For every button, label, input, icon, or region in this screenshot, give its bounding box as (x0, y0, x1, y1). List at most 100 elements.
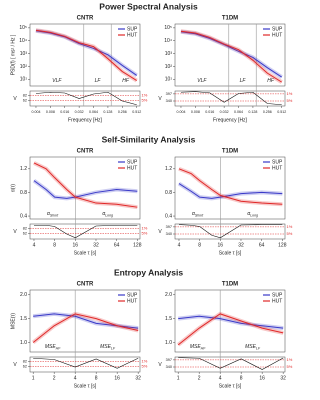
plot-frame (174, 156, 286, 220)
region-label-sub: Short (195, 213, 204, 217)
y-axis-label: α(τ) (10, 184, 16, 193)
strip-frame (29, 90, 141, 107)
strip-y-label: V (158, 96, 162, 102)
region-label: αShort (47, 211, 59, 217)
y-tick-label: 10³ (20, 51, 28, 57)
x-axis-label: Scale τ [s] (74, 383, 97, 389)
series-line (33, 180, 138, 199)
panel-title: CNTR (77, 16, 94, 22)
legend-label: HUT (127, 32, 137, 38)
x-tick-label: 4 (219, 375, 222, 381)
plot-frame (29, 23, 141, 87)
x-tick-label: 0.256 (263, 110, 272, 114)
threshold-label: 5% (142, 98, 148, 103)
x-tick-label: 128 (133, 242, 142, 248)
x-tick-label: 32 (238, 242, 244, 248)
strip-y-tick-label: 62 (23, 365, 27, 369)
plot-frame (29, 289, 141, 353)
x-tick-label: 0.004 (176, 110, 185, 114)
region-label: HF (267, 78, 275, 84)
threshold-label: 5% (287, 98, 293, 103)
y-tick-label: 1.2 (20, 166, 27, 172)
x-tick-label: 0.016 (60, 110, 69, 114)
strip-y-label: V (158, 362, 162, 368)
y-tick-label: 10⁵ (164, 25, 172, 31)
region-label-main: LF (95, 78, 102, 84)
y-tick-label: 10³ (165, 51, 173, 57)
strip-y-label: V (13, 229, 17, 235)
region-label-main: α (47, 211, 50, 217)
y-tick-label: 10² (165, 64, 173, 70)
threshold-label: 1% (287, 224, 293, 229)
region-label-main: MSE (190, 344, 202, 350)
y-tick-label: 0.8 (20, 190, 27, 196)
x-axis-label: Scale τ [s] (219, 250, 242, 256)
x-axis-label: Scale τ [s] (74, 250, 97, 256)
x-tick-label: 0.016 (205, 110, 214, 114)
legend-label: SUP (272, 292, 283, 298)
panel-title: T1DM (222, 16, 238, 22)
region-label-main: MSE (245, 344, 257, 350)
strip-y-tick-label: 397 (166, 225, 172, 229)
y-tick-label: 2.0 (20, 292, 27, 298)
figure: Power Spectral Analysis CNTR 10¹ 10² 10³ 10⁴ 1… (10, 1, 293, 389)
x-axis-label: Frequency [Hz] (68, 117, 103, 123)
x-tick-label: 32 (135, 375, 141, 381)
x-tick-label: 0.032 (220, 110, 229, 114)
x-tick-label: 32 (280, 375, 286, 381)
x-tick-label: 0.008 (46, 110, 55, 114)
x-tick-label: 64 (114, 242, 120, 248)
strip-y-tick-label: 62 (23, 99, 27, 103)
strip-y-tick-label: 82 (23, 227, 27, 231)
strip-y-label: V (13, 96, 17, 102)
legend-label: SUP (272, 26, 283, 32)
plot-frame (174, 23, 286, 87)
x-tick-label: 4 (178, 242, 181, 248)
x-tick-label: 1 (32, 375, 35, 381)
series-line (33, 162, 138, 208)
y-tick-label: 10¹ (165, 77, 173, 83)
y-tick-label: 1.0 (20, 340, 27, 346)
region-label-sub: HF (56, 346, 62, 350)
series-line (178, 183, 283, 199)
y-tick-label: 1.5 (20, 316, 27, 322)
region-label-main: LF (240, 78, 247, 84)
x-tick-label: 0.064 (234, 110, 243, 114)
series-line (32, 313, 139, 343)
threshold-label: 1% (287, 91, 293, 96)
strip-line (33, 357, 139, 369)
section-title: Entropy Analysis (114, 267, 183, 277)
threshold-label: 5% (287, 364, 293, 369)
strip-y-tick-label: 397 (166, 358, 172, 362)
strip-y-tick-label: 82 (23, 360, 27, 364)
panel-title: CNTR (77, 149, 94, 155)
x-tick-label: 8 (240, 375, 243, 381)
x-tick-label: 8 (53, 242, 56, 248)
region-label: LF (95, 78, 102, 84)
x-axis-label: Scale τ [s] (219, 383, 242, 389)
region-label: MSELF (245, 344, 261, 350)
series-line (180, 30, 282, 83)
region-label-main: VLF (52, 78, 62, 84)
y-tick-label: 10⁴ (19, 38, 27, 44)
x-tick-label: 0.128 (103, 110, 112, 114)
threshold-label: 5% (142, 231, 148, 236)
x-tick-label: 0.512 (132, 110, 141, 114)
series-line (35, 29, 137, 81)
region-label-main: VLF (197, 78, 207, 84)
region-label-sub: Long (250, 213, 258, 217)
region-label: HF (122, 78, 130, 84)
y-tick-label: 10¹ (20, 77, 28, 83)
region-label: LF (240, 78, 247, 84)
y-axis-label: MSE(τ) (10, 313, 16, 329)
strip-y-tick-label: 340 (166, 365, 172, 369)
x-tick-label: 0.512 (277, 110, 286, 114)
legend-label: HUT (272, 165, 282, 171)
plot-frame (29, 156, 141, 220)
region-label: αLong (102, 211, 113, 217)
strip-y-label: V (158, 229, 162, 235)
strip-y-tick-label: 397 (166, 92, 172, 96)
y-tick-label: 10⁴ (164, 38, 172, 44)
x-tick-label: 0.064 (89, 110, 98, 114)
x-tick-label: 4 (33, 242, 36, 248)
